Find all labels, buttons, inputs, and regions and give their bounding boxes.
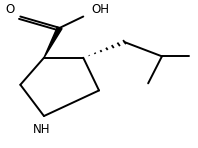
Polygon shape <box>44 27 62 58</box>
Text: NH: NH <box>33 123 51 136</box>
Text: OH: OH <box>91 3 109 16</box>
Text: O: O <box>5 3 14 16</box>
